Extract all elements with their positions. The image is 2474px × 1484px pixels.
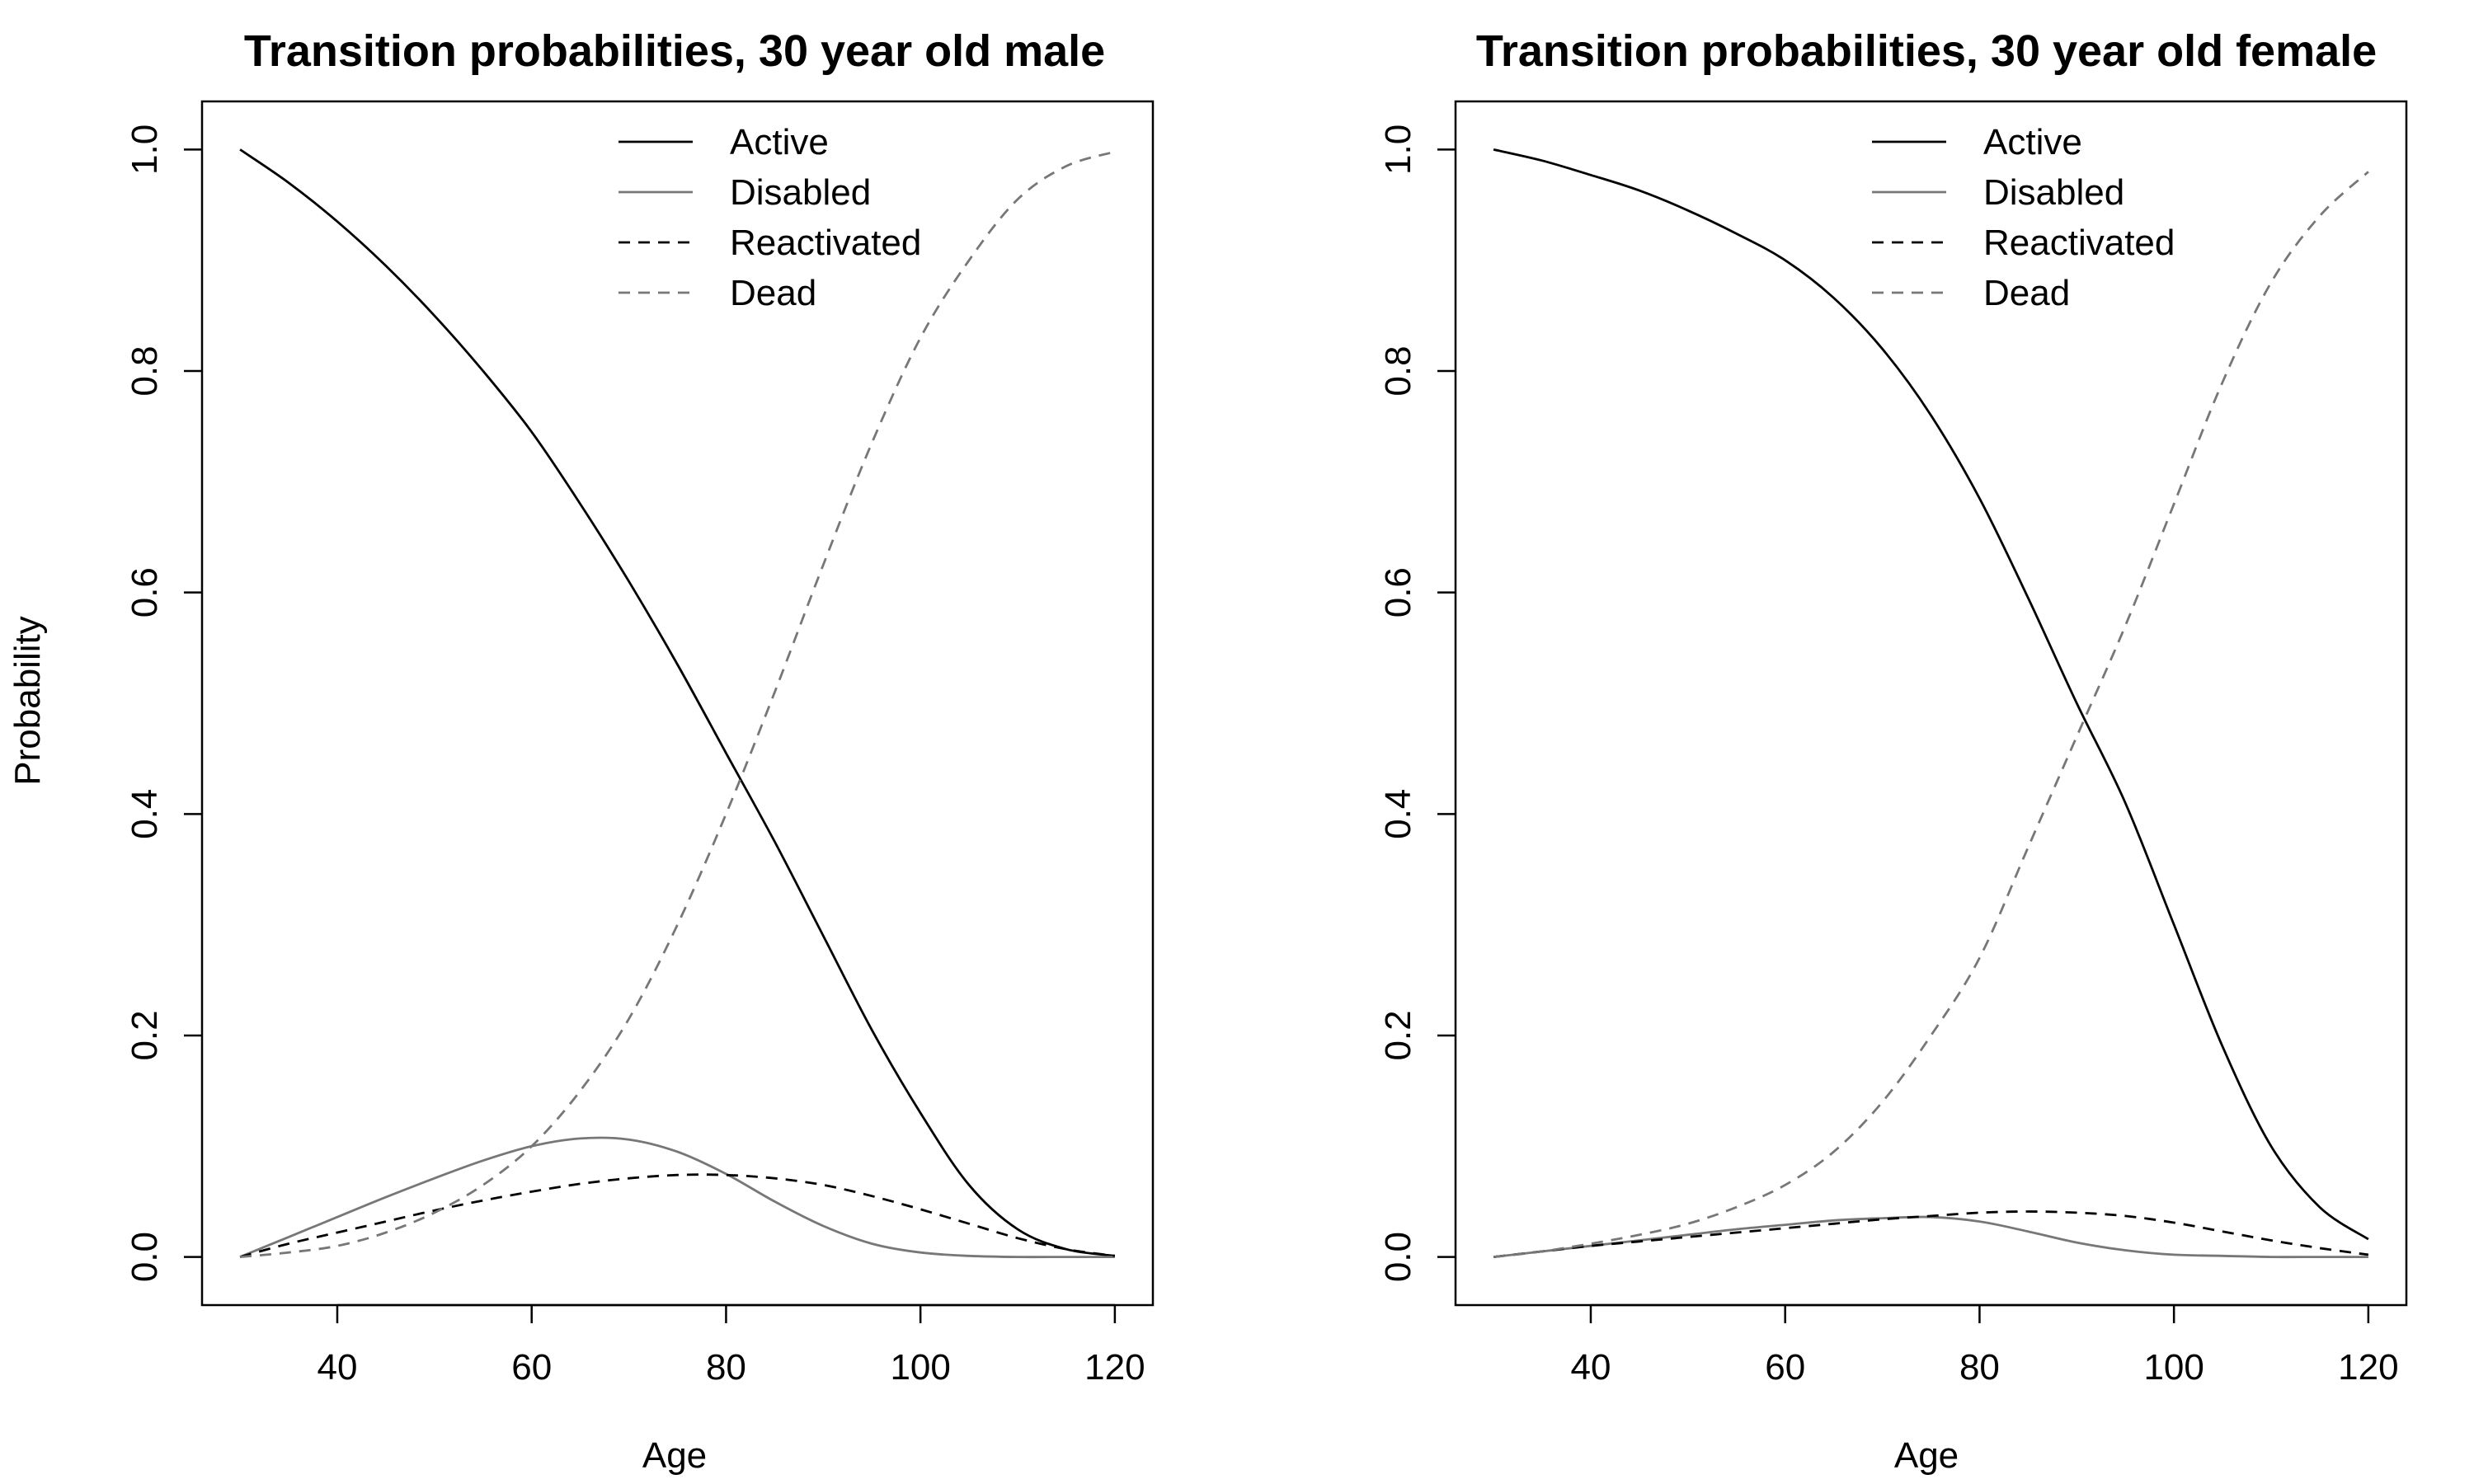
series-line-reactivated xyxy=(1493,1210,2369,1258)
legend-label-disabled: Disabled xyxy=(1983,172,2124,213)
y-axis: 0.0 0.2 0.4 0.6 0.8 1.0 xyxy=(1378,124,1456,1282)
y-tick-label: 0.6 xyxy=(125,567,165,618)
chart-title: Transition probabilities, 30 year old fe… xyxy=(1476,26,2377,76)
x-tick-label: 120 xyxy=(2338,1347,2398,1388)
series-line-dead xyxy=(239,150,1116,1258)
y-axis-label: Probability xyxy=(7,616,48,785)
chart-title: Transition probabilities, 30 year old ma… xyxy=(244,26,1105,76)
x-axis: 40 60 80 100 120 xyxy=(1571,1303,2399,1388)
y-tick-label: 0.0 xyxy=(125,1232,165,1282)
y-tick-label: 0.6 xyxy=(1378,567,1418,618)
x-tick-label: 60 xyxy=(1765,1347,1805,1388)
series-line-active xyxy=(239,148,1116,1257)
x-tick-label: 100 xyxy=(2143,1347,2204,1388)
x-tick-label: 40 xyxy=(317,1347,358,1388)
legend: Active Disabled Reactivated Dead xyxy=(1872,122,2175,313)
y-tick-label: 0.8 xyxy=(125,345,165,396)
legend-label-active: Active xyxy=(730,122,829,162)
x-axis-label: Age xyxy=(642,1435,707,1476)
male-chart-panel: Transition probabilities, 30 year old ma… xyxy=(7,26,1155,1476)
x-tick-label: 60 xyxy=(511,1347,552,1388)
x-tick-label: 100 xyxy=(890,1347,950,1388)
y-tick-label: 0.2 xyxy=(125,1010,165,1060)
x-axis: 40 60 80 100 120 xyxy=(317,1303,1145,1388)
y-tick-label: 0.4 xyxy=(125,789,165,839)
legend-label-disabled: Disabled xyxy=(730,172,871,213)
series-line-dead xyxy=(1493,171,2369,1258)
x-tick-label: 80 xyxy=(706,1347,746,1388)
female-chart-panel: Transition probabilities, 30 year old fe… xyxy=(1378,26,2408,1476)
y-tick-label: 0.4 xyxy=(1378,789,1418,839)
series-line-reactivated xyxy=(239,1173,1116,1258)
legend-label-dead: Dead xyxy=(730,273,816,313)
x-tick-label: 120 xyxy=(1084,1347,1145,1388)
x-tick-label: 40 xyxy=(1571,1347,1611,1388)
plot-frame xyxy=(1454,100,2408,1307)
y-tick-label: 0.0 xyxy=(1378,1232,1418,1282)
x-tick-label: 80 xyxy=(1959,1347,2000,1388)
plot-frame xyxy=(200,100,1155,1307)
series-line-disabled xyxy=(239,1136,1115,1259)
y-axis: 0.0 0.2 0.4 0.6 0.8 1.0 xyxy=(125,124,202,1282)
legend: Active Disabled Reactivated Dead xyxy=(618,122,921,313)
y-tick-label: 1.0 xyxy=(125,124,165,175)
series-line-disabled xyxy=(1493,1215,2368,1259)
y-tick-label: 0.2 xyxy=(1378,1010,1418,1060)
series-line-active xyxy=(1493,148,2369,1241)
y-tick-label: 0.8 xyxy=(1378,345,1418,396)
legend-label-dead: Dead xyxy=(1983,273,2070,313)
y-tick-label: 1.0 xyxy=(1378,124,1418,175)
legend-label-active: Active xyxy=(1983,122,2082,162)
legend-label-reactivated: Reactivated xyxy=(730,223,921,263)
x-axis-label: Age xyxy=(1894,1435,1959,1476)
legend-label-reactivated: Reactivated xyxy=(1983,223,2175,263)
